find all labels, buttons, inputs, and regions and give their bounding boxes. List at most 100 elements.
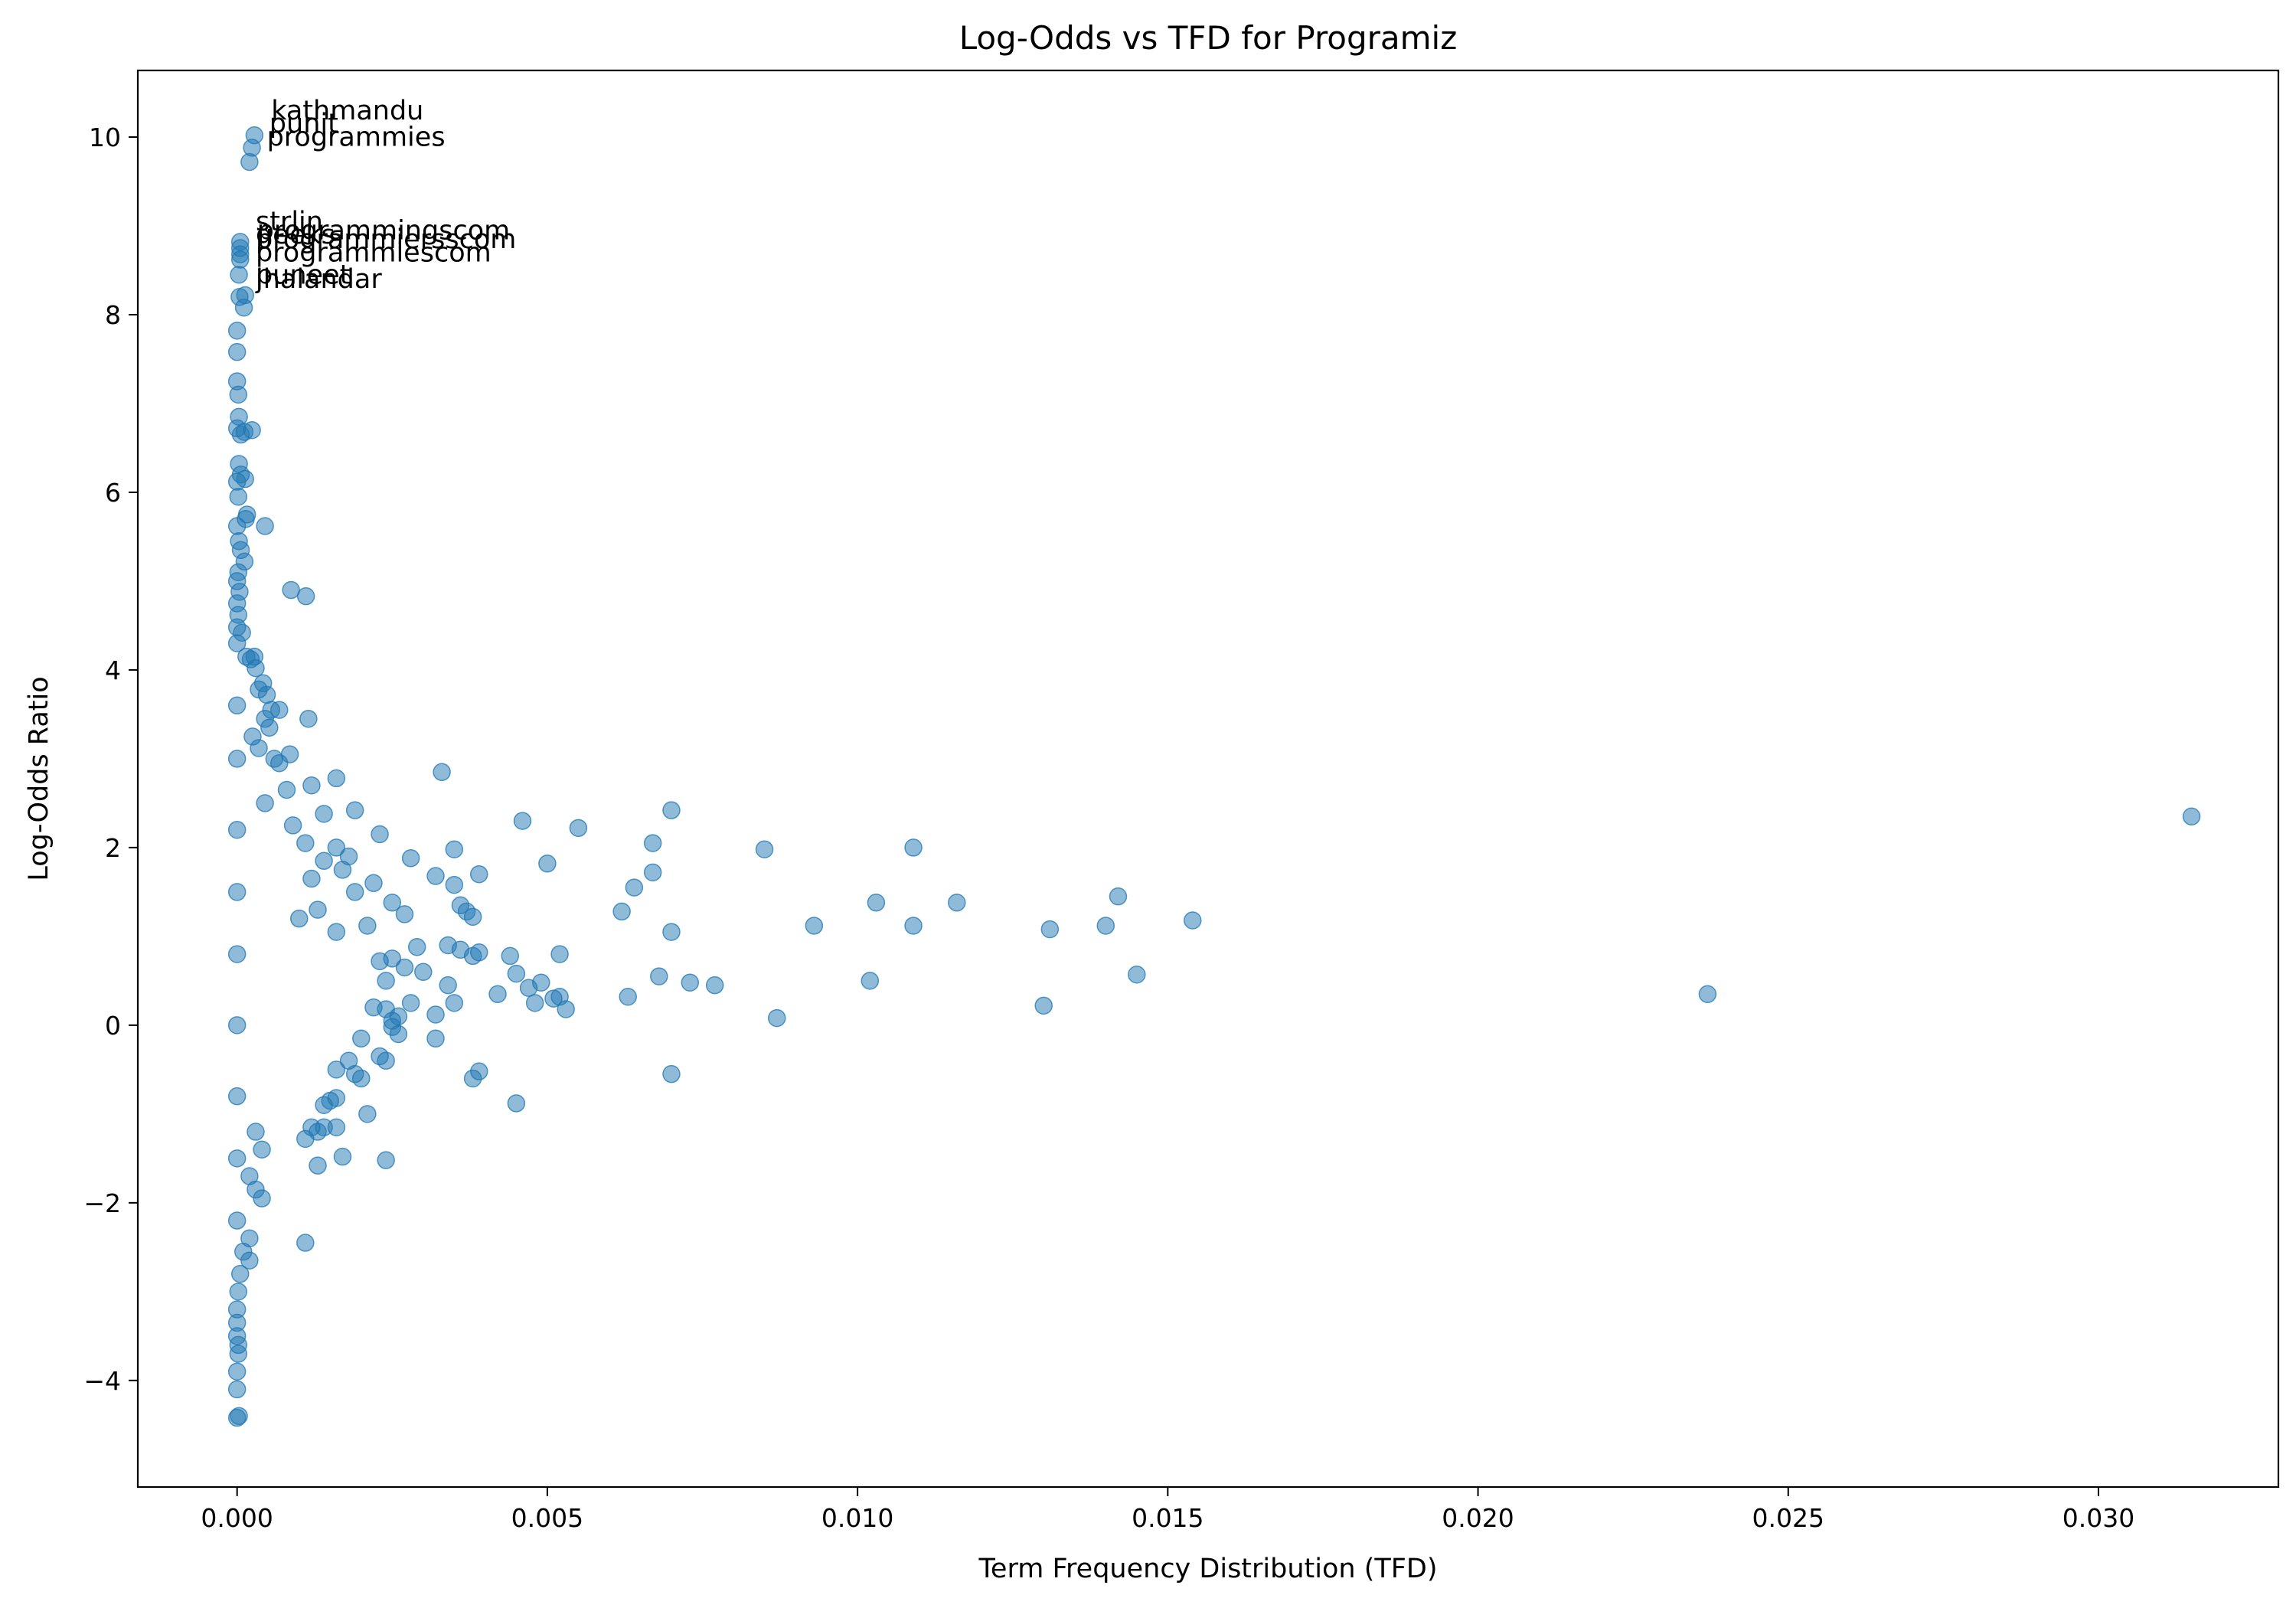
point-annotation: jhalandar [255,264,382,295]
scatter-point [257,685,276,704]
scatter-point [389,1025,408,1044]
y-tick-label: −2 [83,1188,121,1218]
scatter-point [299,709,318,728]
scatter-point [302,776,321,795]
scatter-point [358,917,377,935]
x-axis-label: Term Frequency Distribution (TFD) [978,1554,1438,1584]
scatter-point [345,883,364,901]
scatter-point [463,907,482,927]
scatter-point [227,820,247,839]
scatter-point [371,825,389,844]
scatter-point [1034,996,1053,1015]
scatter-point [296,1234,315,1252]
scatter-point [260,718,279,737]
scatter-point [507,964,526,983]
scatter-point [525,994,544,1012]
scatter-point [234,1242,253,1261]
scatter-point [426,1029,445,1048]
scatter-point [253,1140,271,1159]
scatter-point [395,958,414,977]
scatter-point [358,1105,377,1123]
scatter-point [383,894,402,912]
x-tick-label: 0.005 [511,1503,583,1533]
scatter-point [768,1008,786,1028]
scatter-point [861,972,880,990]
axes-frame [136,69,2280,1489]
scatter-point [309,900,327,919]
scatter-point [681,973,700,992]
scatter-point [377,972,395,990]
y-axis-ticks: −4 −2 0 2 4 6 8 10 [83,123,138,1396]
scatter-point [2182,807,2201,826]
scatter-point [227,1362,247,1381]
scatter-point [296,1129,315,1149]
scatter-point [377,1151,395,1169]
scatter-point [229,487,248,506]
scatter-point [227,750,247,768]
scatter-point [327,1118,346,1136]
scatter-point [426,867,445,885]
y-tick-label: 8 [105,300,121,330]
point-annotation: kathmandu [271,96,423,126]
scatter-point [662,801,681,819]
scatter-point [426,1005,445,1024]
scatter-point [270,701,289,719]
scatter-point [327,1089,346,1107]
scatter-point [407,938,426,956]
scatter-point [433,763,451,782]
scatter-point [705,976,724,995]
scatter-point [1040,920,1060,939]
y-tick-label: 6 [105,478,121,508]
scatter-point [345,801,364,819]
y-tick-label: 10 [89,123,121,152]
scatter-point [371,952,389,971]
scatter-point [643,834,662,852]
scatter-point [445,994,464,1012]
y-tick-label: 2 [105,833,121,863]
scatter-point [1109,887,1128,906]
point-annotation: puneet [256,260,350,290]
scatter-point [230,1264,250,1283]
scatter-point [904,917,923,935]
scatter-point [309,1156,327,1175]
scatter-point [227,322,247,340]
scatter-point [227,1380,247,1399]
scatter-point [755,840,774,858]
point-annotation: programmiersscom [256,224,516,255]
scatter-point [327,769,346,788]
scatter-point [401,994,420,1012]
scatter-point [439,976,457,995]
scatter-point [352,1069,371,1088]
data-points [227,126,2201,1427]
scatter-point [315,851,333,871]
scatter-point [1128,966,1146,984]
scatter-point [296,834,315,852]
scatter-point [229,385,248,404]
scatter-point [280,745,299,763]
scatter-point [445,875,464,894]
scatter-point [227,1211,247,1230]
scatter-point [327,838,346,857]
y-tick-label: 0 [105,1011,121,1041]
scatter-point [1183,911,1202,930]
scatter-point [327,923,346,941]
scatter-point [469,943,488,962]
scatter-point [532,973,550,992]
scatter-point [227,1016,247,1034]
scatter-point [256,794,274,812]
scatter-point [282,580,300,600]
scatter-point [662,923,681,941]
y-tick-label: −4 [83,1366,121,1396]
x-tick-label: 0.010 [821,1503,893,1533]
y-tick-label: 4 [105,655,121,685]
scatter-point [240,152,259,172]
scatter-point [327,1061,346,1079]
scatter-point [1096,917,1115,935]
scatter-point [229,1335,248,1355]
point-annotation: geeks [256,220,335,250]
x-axis-ticks: 0.000 0.005 0.010 0.015 0.020 0.025 0.030 [201,1487,2134,1533]
scatter-point [240,1167,259,1185]
scatter-point [643,863,662,882]
